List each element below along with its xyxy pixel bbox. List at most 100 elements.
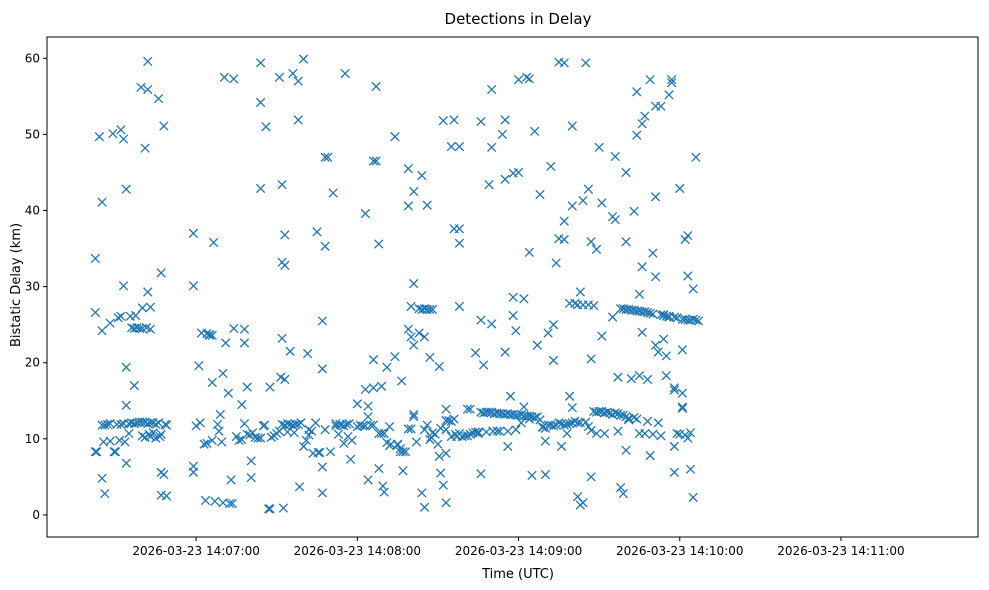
data-point [441, 498, 451, 508]
data-point [470, 427, 481, 437]
data-point [613, 409, 623, 419]
data-point [298, 441, 309, 452]
data-point [293, 115, 303, 125]
data-point [661, 351, 671, 361]
data-point [564, 418, 575, 429]
data-point [315, 447, 325, 458]
data-point [105, 318, 115, 328]
data-point [454, 238, 465, 248]
x-tick-label: 2026-03-23 14:11:00 [777, 544, 904, 558]
data-point [677, 403, 688, 414]
data-point [570, 416, 580, 426]
data-point [406, 424, 416, 434]
data-point [333, 429, 344, 439]
data-point [225, 498, 235, 509]
data-point [296, 418, 306, 428]
data-point [567, 121, 577, 131]
x-tick-label: 2026-03-23 14:09:00 [455, 544, 582, 558]
data-point [462, 404, 473, 414]
data-point [376, 381, 387, 391]
data-point [419, 502, 430, 512]
data-point [441, 404, 451, 414]
data-point [151, 419, 161, 430]
data-point [317, 488, 328, 498]
x-tick-label: 2026-03-23 14:10:00 [616, 544, 743, 558]
data-point [159, 469, 169, 480]
data-point [610, 214, 620, 225]
data-point [683, 271, 693, 281]
data-point [658, 334, 669, 344]
data-point [645, 74, 655, 85]
data-point [285, 346, 295, 356]
data-point [581, 417, 591, 427]
data-point [548, 355, 559, 366]
data-point [161, 491, 172, 501]
data-point [384, 421, 395, 432]
data-point [227, 498, 238, 509]
data-point [672, 428, 682, 439]
data-point [368, 383, 379, 393]
data-point [320, 425, 330, 435]
data-point [159, 121, 169, 131]
data-point [311, 418, 321, 428]
chart-title: Detections in Delay [445, 10, 592, 28]
data-point [401, 447, 411, 457]
data-point [615, 482, 626, 493]
data-point [597, 331, 607, 341]
x-axis: 2026-03-23 14:07:00 2026-03-23 14:08:00 20… [132, 537, 905, 558]
data-point [301, 435, 311, 446]
data-point [613, 426, 623, 436]
data-point [642, 416, 653, 426]
data-point [120, 437, 130, 447]
data-point [376, 428, 387, 439]
data-points [90, 54, 704, 514]
data-point [403, 324, 414, 334]
data-point [427, 428, 438, 438]
data-point [495, 426, 505, 436]
data-point [293, 76, 303, 86]
data-point [640, 111, 650, 121]
data-point [417, 170, 427, 181]
data-point [642, 307, 653, 318]
data-point [121, 362, 131, 372]
data-point [470, 348, 481, 358]
data-point [277, 333, 287, 344]
data-point [202, 329, 212, 339]
data-point [155, 431, 165, 442]
data-point [449, 115, 459, 125]
data-point [108, 128, 118, 139]
data-point [476, 315, 486, 325]
data-point [685, 428, 696, 438]
data-point [90, 307, 101, 318]
data-point [216, 437, 227, 447]
x-tick-label: 2026-03-23 14:08:00 [294, 544, 421, 558]
data-point [476, 469, 486, 479]
data-point [223, 388, 234, 398]
data-point [524, 411, 534, 421]
data-point [433, 439, 443, 449]
data-point [645, 308, 655, 318]
data-point [280, 260, 290, 270]
data-point [207, 377, 217, 388]
data-point [200, 495, 211, 506]
data-point [234, 435, 244, 446]
data-point [559, 216, 569, 226]
data-point [645, 450, 655, 461]
data-point [145, 324, 156, 334]
data-point [465, 404, 475, 414]
data-point [156, 429, 166, 439]
data-point [239, 324, 250, 334]
y-tick-label: 30 [25, 280, 40, 294]
data-point [637, 119, 647, 129]
data-point [688, 492, 698, 503]
data-point [290, 419, 301, 430]
data-point [288, 68, 298, 79]
data-point [374, 463, 384, 474]
data-point [143, 287, 153, 297]
data-point [97, 326, 107, 336]
data-point [390, 132, 400, 142]
data-point [97, 473, 107, 484]
data-point [341, 419, 352, 430]
data-point [242, 429, 252, 439]
data-point [366, 420, 376, 430]
